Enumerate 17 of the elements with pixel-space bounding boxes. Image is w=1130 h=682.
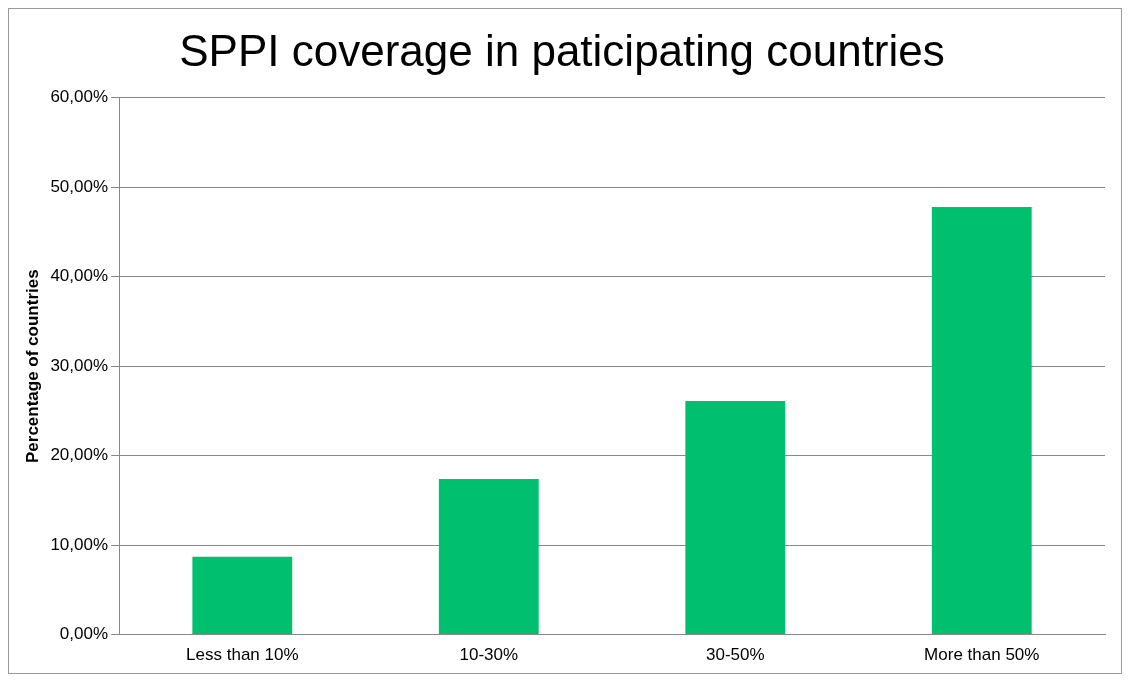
y-tick-label: 50,00% xyxy=(50,176,109,196)
x-tick-label: Less than 10% xyxy=(186,645,299,665)
y-tick-label: 30,00% xyxy=(50,355,109,375)
y-tick-label: 40,00% xyxy=(50,266,109,286)
x-tick-label: 10-30% xyxy=(459,645,519,665)
y-tick-label: 60,00% xyxy=(50,87,109,107)
bar xyxy=(438,478,539,635)
y-axis-title: Percentage of countries xyxy=(22,269,42,464)
y-tick-label: 10,00% xyxy=(50,534,109,554)
x-tick-label: More than 50% xyxy=(924,645,1040,665)
x-tick-label: 30-50% xyxy=(705,645,765,665)
bar xyxy=(931,206,1032,635)
bar xyxy=(192,556,293,635)
y-tick-label: 20,00% xyxy=(50,445,109,465)
y-tick-label: 0,00% xyxy=(59,624,109,644)
chart-title: SPPI coverage in paticipating countries xyxy=(179,25,945,75)
bar xyxy=(685,401,786,635)
